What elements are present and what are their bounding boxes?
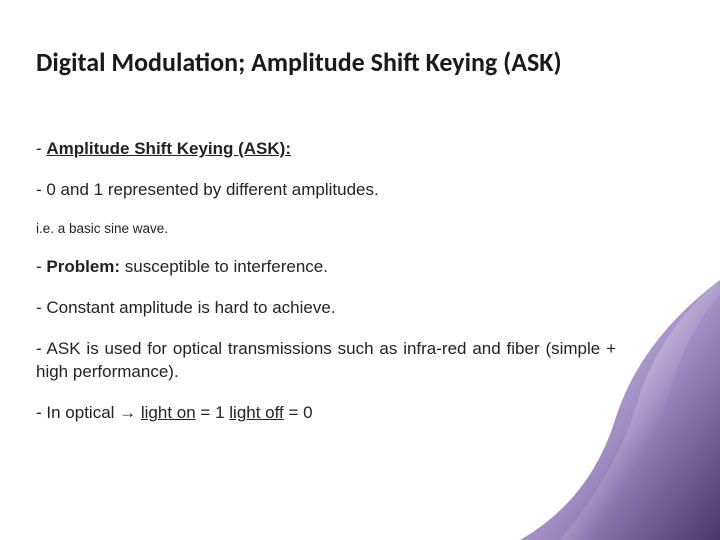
bullet-optical-use: - ASK is used for optical transmissions …	[36, 338, 616, 384]
bullet-optical-mapping: - In optical → light on = 1 light off = …	[36, 402, 616, 425]
optical-prefix: - In optical →	[36, 403, 141, 422]
problem-text: susceptible to interference.	[120, 257, 328, 276]
bullet-ask-heading: - Amplitude Shift Keying (ASK):	[36, 138, 616, 161]
slide-body: - Amplitude Shift Keying (ASK): - 0 and …	[36, 138, 616, 443]
equals-one: = 1	[196, 403, 230, 422]
problem-label: Problem:	[46, 257, 120, 276]
note-sine-wave: i.e. a basic sine wave.	[36, 220, 616, 238]
slide-title: Digital Modulation; Amplitude Shift Keyi…	[36, 46, 660, 78]
bullet-problem: - Problem: susceptible to interference.	[36, 256, 616, 279]
slide: Digital Modulation; Amplitude Shift Keyi…	[0, 0, 720, 540]
bullet-constant-amplitude: - Constant amplitude is hard to achieve.	[36, 297, 616, 320]
ask-heading-text: Amplitude Shift Keying (ASK):	[46, 139, 291, 158]
equals-zero: = 0	[284, 403, 313, 422]
light-off: light off	[229, 403, 284, 422]
problem-prefix: -	[36, 257, 46, 276]
bullet-representation: - 0 and 1 represented by different ampli…	[36, 179, 616, 202]
light-on: light on	[141, 403, 196, 422]
